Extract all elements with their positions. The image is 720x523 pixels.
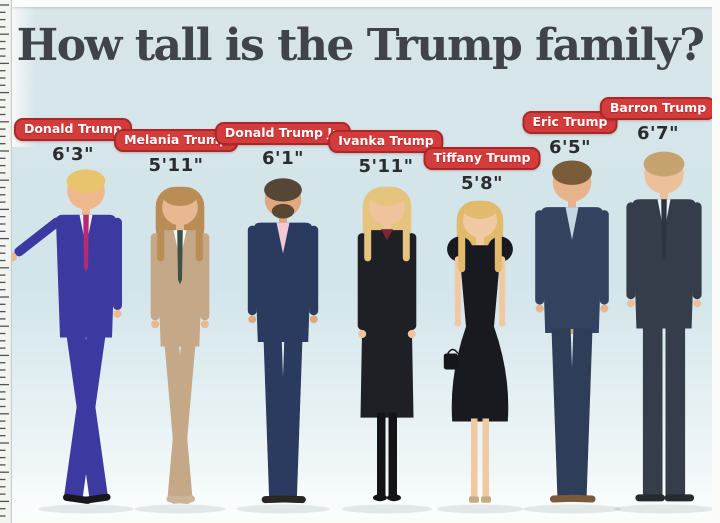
person-name: Melania Trump (124, 132, 228, 147)
label-group-donald-trump: Donald Trump 6'3" (13, 118, 133, 165)
name-pill-ivanka-trump: Ivanka Trump (328, 130, 444, 153)
height-label-melania-trump: 5'11" (148, 154, 204, 176)
right-border (712, 0, 720, 523)
person-name: Eric Trump (532, 114, 608, 129)
person-name: Donald Trump (23, 121, 123, 136)
figure-tiffany-trump (436, 200, 524, 514)
name-pill-donald-trump-jr: Donald Trump Jr. (214, 122, 352, 145)
height-label-barron-trump: 6'7" (637, 122, 679, 144)
name-pill-eric-trump: Eric Trump (522, 111, 618, 134)
height-ruler (0, 0, 12, 523)
label-group-barron-trump: Barron Trump 6'7" (599, 97, 717, 144)
bottom-border (12, 517, 720, 523)
height-label-ivanka-trump: 5'11" (358, 155, 414, 177)
ground-fog (12, 471, 712, 517)
name-pill-tiffany-trump: Tiffany Trump (423, 147, 541, 170)
label-group-ivanka-trump: Ivanka Trump 5'11" (328, 130, 444, 177)
person-name: Barron Trump (609, 100, 707, 115)
height-label-donald-trump: 6'3" (52, 143, 94, 165)
name-pill-donald-trump: Donald Trump (13, 118, 133, 141)
label-group-eric-trump: Eric Trump 6'5" (522, 111, 618, 158)
figure-melania-trump (134, 186, 226, 514)
page-title-text: How tall is the Trump family? (16, 20, 705, 71)
height-label-eric-trump: 6'5" (549, 136, 591, 158)
label-group-donald-trump-jr: Donald Trump Jr. 6'1" (214, 122, 352, 169)
page-title: How tall is the Trump family? (16, 20, 705, 71)
name-pill-barron-trump: Barron Trump (599, 97, 717, 120)
person-name: Ivanka Trump (338, 133, 434, 148)
figure-donald-trump (11, 169, 134, 514)
name-pill-melania-trump: Melania Trump (114, 129, 238, 152)
person-name: Donald Trump Jr. (224, 125, 342, 140)
figure-eric-trump (523, 160, 621, 514)
figure-barron-trump (613, 151, 715, 514)
label-group-melania-trump: Melania Trump 5'11" (114, 129, 238, 175)
person-name: Tiffany Trump (433, 150, 531, 165)
top-border (12, 0, 720, 7)
label-group-tiffany-trump: Tiffany Trump 5'8" (423, 147, 541, 194)
figure-donald-trump-jr (236, 178, 330, 514)
figure-ivanka-trump (341, 186, 433, 514)
height-label-tiffany-trump: 5'8" (461, 172, 503, 194)
height-label-donald-trump-jr: 6'1" (262, 147, 304, 169)
